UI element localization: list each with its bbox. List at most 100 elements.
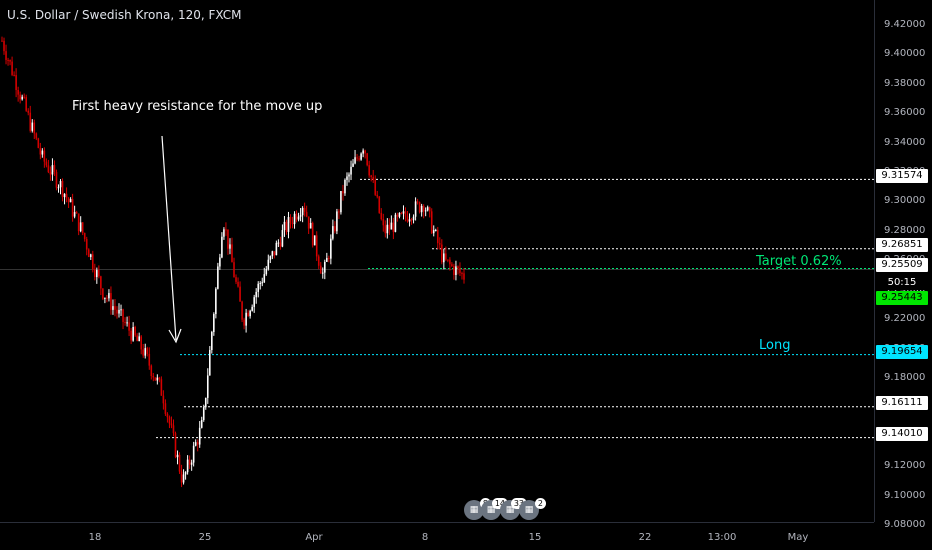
- candle: [235, 274, 237, 285]
- time-axis[interactable]: [0, 522, 874, 550]
- candle: [37, 137, 40, 149]
- candle: [449, 257, 451, 271]
- candle: [49, 166, 52, 181]
- time-tick: 18: [88, 532, 102, 543]
- event-marker[interactable]: ▦ 33: [500, 498, 527, 520]
- event-marker[interactable]: ▦ 14: [481, 498, 508, 520]
- candle: [69, 197, 72, 203]
- candle: [307, 216, 310, 235]
- candle: [382, 213, 385, 232]
- annotation-arrow[interactable]: [161, 135, 182, 344]
- candle: [57, 184, 60, 193]
- candle: [160, 376, 163, 396]
- candle: [15, 68, 17, 98]
- candle: [366, 152, 368, 167]
- candle: [463, 268, 465, 284]
- candle: [140, 335, 143, 355]
- candle: [47, 159, 50, 174]
- candle: [229, 238, 231, 255]
- candle: [128, 315, 130, 337]
- candle: [79, 216, 82, 233]
- candle: [392, 217, 395, 240]
- candle: [334, 221, 336, 234]
- price-tick: 9.34000: [884, 136, 926, 148]
- us-flag-icon: ▦: [469, 505, 479, 515]
- candle: [215, 287, 217, 319]
- candle: [326, 252, 328, 263]
- candle: [390, 215, 393, 230]
- candle: [94, 263, 96, 281]
- candle: [295, 210, 298, 223]
- price-tick: 9.12000: [884, 460, 926, 472]
- candle: [410, 217, 413, 225]
- candle: [323, 259, 326, 280]
- candle: [202, 404, 205, 422]
- target-label[interactable]: Target 0.62%: [756, 254, 842, 269]
- candle: [227, 229, 229, 255]
- candle: [190, 459, 193, 471]
- candle: [261, 277, 264, 287]
- candle: [245, 308, 247, 333]
- candle: [370, 174, 372, 182]
- candle: [396, 212, 399, 222]
- candle: [1, 36, 3, 42]
- candle: [31, 119, 34, 133]
- candle: [336, 208, 338, 235]
- long-label[interactable]: Long: [759, 338, 791, 353]
- candle: [180, 464, 183, 488]
- candle: [172, 419, 175, 437]
- candle: [96, 267, 98, 284]
- candle: [7, 57, 9, 66]
- candle: [281, 224, 284, 248]
- candle: [25, 94, 28, 112]
- candle: [170, 416, 173, 429]
- candle: [358, 155, 360, 162]
- candle: [45, 158, 48, 168]
- candle: [166, 412, 169, 423]
- candle: [402, 205, 405, 220]
- candle: [330, 234, 332, 265]
- current-price-tag: 9.25443: [876, 291, 928, 305]
- candle: [61, 178, 64, 202]
- candle: [400, 211, 403, 215]
- candle: [241, 300, 243, 323]
- time-tick: 15: [528, 532, 542, 543]
- candle: [257, 281, 260, 298]
- candle: [265, 266, 268, 276]
- candle: [208, 346, 211, 376]
- candle: [184, 471, 187, 480]
- candle: [457, 265, 459, 275]
- candle: [441, 239, 443, 265]
- candle: [328, 255, 330, 263]
- candle: [27, 108, 30, 116]
- candle: [5, 44, 7, 65]
- candle: [81, 222, 84, 236]
- time-tick: Apr: [305, 532, 323, 543]
- candle: [176, 450, 179, 465]
- candle: [386, 218, 389, 239]
- candle: [279, 236, 282, 250]
- candle: [443, 248, 445, 270]
- symbol-title: U.S. Dollar / Swedish Krona, 120, FXCM: [7, 8, 242, 22]
- candle: [350, 160, 352, 181]
- candle: [53, 160, 56, 177]
- candle: [428, 206, 431, 218]
- candle: [253, 294, 255, 313]
- candle: [346, 172, 348, 186]
- candle: [305, 205, 308, 218]
- candle: [362, 148, 364, 158]
- candle: [311, 221, 314, 248]
- event-marker[interactable]: ▦ 2: [519, 498, 546, 520]
- candle: [219, 253, 221, 270]
- candle: [116, 306, 118, 319]
- time-tick: 25: [198, 532, 212, 543]
- candle: [126, 316, 128, 327]
- candle: [247, 310, 249, 317]
- price-tick: 9.36000: [884, 107, 926, 119]
- candle: [223, 227, 225, 240]
- resistance-annotation[interactable]: First heavy resistance for the move up: [72, 99, 323, 114]
- candle: [23, 93, 25, 99]
- candle: [271, 250, 274, 260]
- candle: [424, 207, 427, 217]
